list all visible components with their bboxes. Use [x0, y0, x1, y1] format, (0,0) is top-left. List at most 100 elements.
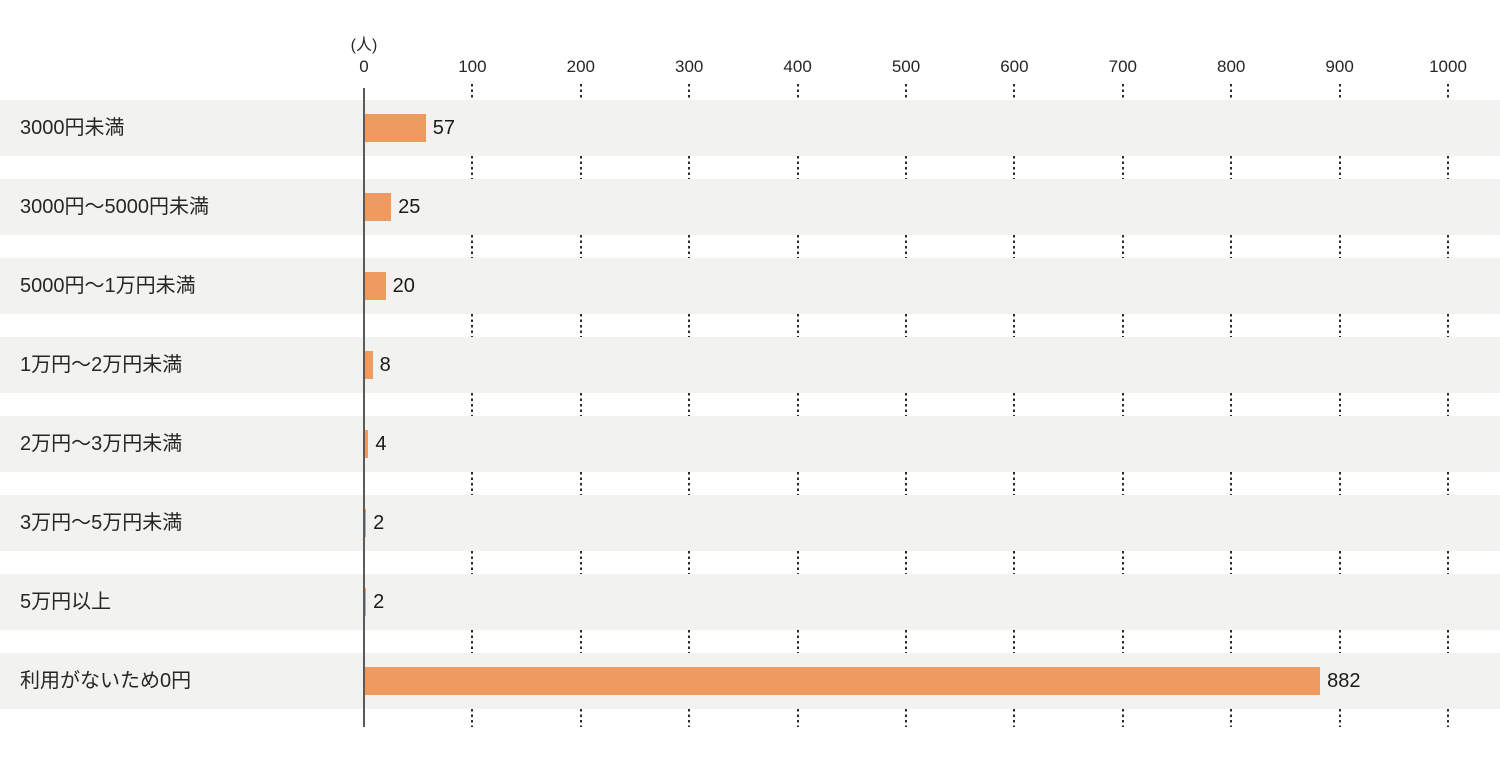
chart-row: 利用がないため0円 882 [0, 653, 1500, 709]
value-label: 8 [379, 354, 391, 376]
x-tick-label: 200 [566, 57, 595, 76]
value-label: 882 [1327, 670, 1361, 692]
x-tick-label: 300 [675, 57, 704, 76]
x-tick-label: 600 [1000, 57, 1029, 76]
value-label: 4 [375, 433, 387, 455]
gridline-dash-segment [1013, 551, 1016, 574]
value-bar [364, 272, 386, 300]
gridline-dash-segment [688, 156, 691, 179]
gridline-dash-segment [796, 472, 799, 495]
gridline-dash-segment [1338, 84, 1341, 100]
gridline-dash-segment [471, 84, 474, 100]
gridline-dash-segment [1230, 235, 1233, 258]
gridline-dash-segment [579, 156, 582, 179]
gridline-dash-segment [688, 235, 691, 258]
gridline-dash-segment [796, 235, 799, 258]
gridline-dash-segment [471, 393, 474, 416]
value-label: 2 [373, 591, 385, 613]
gridline-dash-segment [688, 630, 691, 653]
gridline-dash-segment [1230, 393, 1233, 416]
chart-row: 3万円〜5万円未満 2 [0, 495, 1500, 551]
value-bar [364, 588, 367, 616]
value-bar [364, 351, 373, 379]
category-label: 2万円〜3万円未満 [20, 433, 183, 455]
gridline-dash-segment [1230, 314, 1233, 337]
gridline-dash-segment [1013, 630, 1016, 653]
gridline-dash-segment [471, 314, 474, 337]
gridline-dash-segment [1121, 84, 1124, 100]
gridline-dash-segment [1121, 314, 1124, 337]
gridline-dash-segment [471, 156, 474, 179]
gridline-dash-segment [1230, 472, 1233, 495]
gridline-dash-segment [579, 235, 582, 258]
gridline-dash-segment [1230, 630, 1233, 653]
gridline-dash-segment [1447, 235, 1449, 258]
gridline-dash-segment [1338, 472, 1341, 495]
value-label: 20 [392, 275, 415, 297]
gridline-dash-segment [1121, 630, 1124, 653]
gridline-dash-segment [688, 393, 691, 416]
gridline-dash-segment [1230, 551, 1233, 574]
gridline-dash-segment [471, 551, 474, 574]
gridline-dash-segment [1338, 393, 1341, 416]
gridline-dash-segment [905, 472, 907, 495]
gridline-dash-segment [1447, 630, 1449, 653]
gridline-dash-segment [905, 84, 907, 100]
chart-row: 3000円〜5000円未満 25 [0, 179, 1500, 235]
gridline-dash-segment [1013, 393, 1016, 416]
gridline-dash-segment [579, 630, 582, 653]
gridline-dash-segment [1338, 235, 1341, 258]
gridline-dash-segment [1121, 551, 1124, 574]
gridline-dash-segment [796, 314, 799, 337]
gridline-dash-segment [1447, 156, 1449, 179]
gridline-dash-segment [1121, 393, 1124, 416]
gridline-dash-segment [905, 709, 907, 727]
gridline-dash-segment [579, 314, 582, 337]
value-bar [364, 114, 426, 142]
gridline-dash-segment [471, 235, 474, 258]
gridline-dash-segment [579, 84, 582, 100]
gridline-dash-segment [905, 314, 907, 337]
x-tick-label: 900 [1325, 57, 1354, 76]
gridline-dash-segment [471, 709, 474, 727]
gridline-dash-segment [1230, 156, 1233, 179]
gridline-dash-segment [796, 393, 799, 416]
chart-row: 5000円〜1万円未満 20 [0, 258, 1500, 314]
gridline-dash-segment [796, 156, 799, 179]
gridline-dash-segment [905, 551, 907, 574]
gridline-dash-segment [688, 314, 691, 337]
gridline-dash-segment [1447, 393, 1449, 416]
gridline-dash-segment [905, 630, 907, 653]
value-bar [364, 430, 369, 458]
gridline-dash-segment [688, 709, 691, 727]
gridline-dash-segment [579, 472, 582, 495]
gridline-dash-segment [1447, 551, 1449, 574]
x-tick-label: 800 [1217, 57, 1246, 76]
category-label: 1万円〜2万円未満 [20, 354, 183, 376]
gridline-dash-segment [1338, 630, 1341, 653]
value-bar [364, 193, 392, 221]
gridline-dash-segment [1013, 156, 1016, 179]
y-axis-line [363, 88, 365, 727]
category-label: 5000円〜1万円未満 [20, 275, 196, 297]
chart-row: 3000円未満 57 [0, 100, 1500, 156]
gridline-dash-segment [1338, 156, 1341, 179]
gridline-dash-segment [796, 551, 799, 574]
gridline-dash-segment [579, 709, 582, 727]
category-label: 5万円以上 [20, 591, 112, 613]
gridline-dash-segment [1121, 156, 1124, 179]
gridline-dash-segment [905, 393, 907, 416]
gridline-dash-segment [1121, 235, 1124, 258]
gridline-dash-segment [1447, 314, 1449, 337]
value-label: 2 [373, 512, 385, 534]
x-tick-label: 0 [359, 57, 369, 76]
value-bar [364, 667, 1321, 695]
gridline-dash-segment [1338, 314, 1341, 337]
category-label: 3000円〜5000円未満 [20, 196, 209, 218]
x-tick-label: 700 [1108, 57, 1137, 76]
gridline-dash-segment [1121, 709, 1124, 727]
gridline-dash-segment [1447, 472, 1449, 495]
category-label: 3万円〜5万円未満 [20, 512, 183, 534]
category-label: 3000円未満 [20, 117, 125, 139]
